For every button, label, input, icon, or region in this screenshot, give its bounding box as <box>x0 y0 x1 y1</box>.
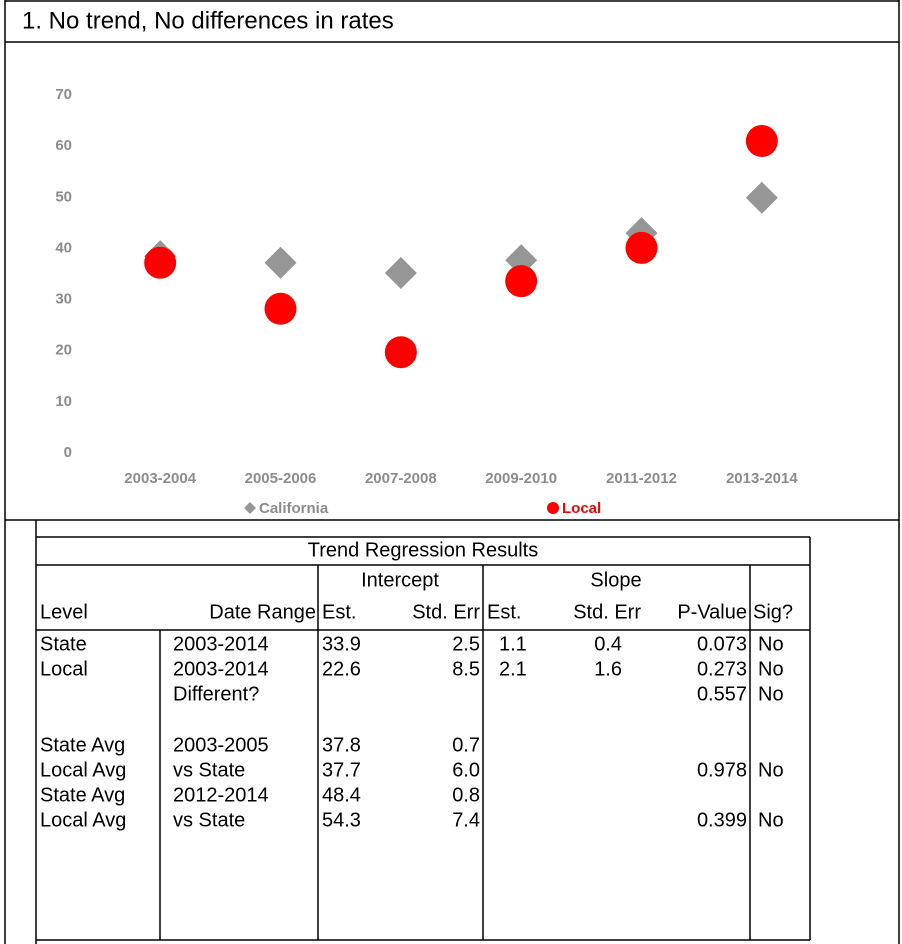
x-tick-label: 2003-2004 <box>124 470 196 487</box>
x-tick-label: 2013-2014 <box>726 470 798 487</box>
table-cell: 54.3 <box>322 809 361 831</box>
point <box>625 231 658 264</box>
table-cell: 1.6 <box>594 658 622 680</box>
y-tick-label: 0 <box>64 444 72 461</box>
group-header: Slope <box>590 569 641 591</box>
column-header: P-Value <box>677 601 747 623</box>
table-cell: 0.273 <box>697 658 747 680</box>
table-cell: 2003-2014 <box>173 633 269 655</box>
group-header: Intercept <box>361 569 439 591</box>
table-cell: No <box>758 683 784 705</box>
table-cell: vs State <box>173 809 245 831</box>
table-cell: Local <box>40 658 88 680</box>
table-cell: 0.4 <box>594 633 622 655</box>
point <box>264 292 297 325</box>
point <box>384 336 417 369</box>
y-tick-label: 20 <box>55 342 72 359</box>
table-cell: No <box>758 633 784 655</box>
table-title: Trend Regression Results <box>308 539 538 561</box>
table-cell: 0.978 <box>697 759 747 781</box>
table-cell: No <box>758 658 784 680</box>
x-tick-label: 2005-2006 <box>245 470 317 487</box>
table-cell: 7.4 <box>452 809 480 831</box>
table-cell: 2003-2005 <box>173 734 269 756</box>
table-cell: State <box>40 633 87 655</box>
column-header: Est. <box>322 601 356 623</box>
table-cell: Local Avg <box>40 759 126 781</box>
column-header: Est. <box>487 601 521 623</box>
x-tick-label: 2011-2012 <box>606 470 677 487</box>
y-tick-label: 40 <box>55 239 72 256</box>
table-cell: 6.0 <box>452 759 480 781</box>
point <box>505 265 538 298</box>
table-cell: Local Avg <box>40 809 126 831</box>
table-cell: 37.7 <box>322 759 361 781</box>
y-tick-label: 70 <box>55 86 72 103</box>
table-cell: 2.1 <box>499 658 527 680</box>
point <box>745 125 778 158</box>
table-cell: 8.5 <box>452 658 480 680</box>
legend-marker <box>244 502 256 514</box>
table-cell: 1.1 <box>499 633 527 655</box>
x-tick-label: 2007-2008 <box>365 470 437 487</box>
table-cell: No <box>758 759 784 781</box>
table-cell: 48.4 <box>322 784 361 806</box>
column-header: Sig? <box>753 601 793 623</box>
y-tick-label: 10 <box>55 393 72 410</box>
point <box>264 246 297 279</box>
table-cell: 0.8 <box>452 784 480 806</box>
y-tick-label: 60 <box>55 137 72 154</box>
table-cell: State Avg <box>40 734 125 756</box>
y-tick-label: 30 <box>55 291 72 308</box>
table-cell: Different? <box>173 683 259 705</box>
table-cell: No <box>758 809 784 831</box>
y-tick-label: 50 <box>55 188 72 205</box>
x-tick-label: 2009-2010 <box>485 470 557 487</box>
table-cell: 2.5 <box>452 633 480 655</box>
legend-marker <box>547 502 559 514</box>
column-header: Date Range <box>209 601 316 623</box>
table-cell: State Avg <box>40 784 125 806</box>
point <box>745 181 778 214</box>
table-cell: 22.6 <box>322 658 361 680</box>
table-cell: 2003-2014 <box>173 658 269 680</box>
legend-label: Local <box>562 500 601 517</box>
table-cell: 0.073 <box>697 633 747 655</box>
column-header: Std. Err <box>573 601 641 623</box>
page-title: 1. No trend, No differences in rates <box>22 7 394 34</box>
column-header: Std. Err <box>412 601 480 623</box>
table-cell: vs State <box>173 759 245 781</box>
legend-label: California <box>259 500 329 517</box>
table-cell: 0.399 <box>697 809 747 831</box>
table-cell: 33.9 <box>322 633 361 655</box>
point <box>144 246 177 279</box>
column-header: Level <box>40 601 88 623</box>
table-cell: 0.7 <box>452 734 480 756</box>
table-cell: 37.8 <box>322 734 361 756</box>
table-cell: 0.557 <box>697 683 747 705</box>
point <box>384 256 417 289</box>
table-cell: 2012-2014 <box>173 784 269 806</box>
